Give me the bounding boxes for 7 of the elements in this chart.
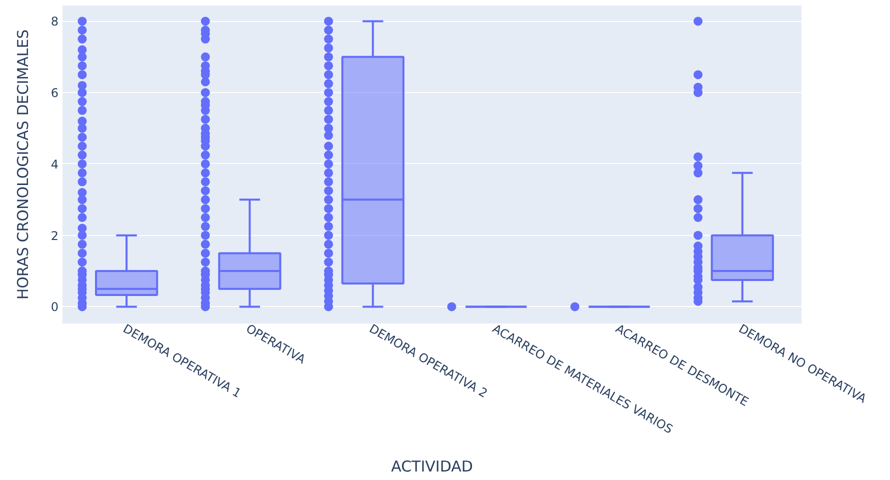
y-axis-title: HORAS CRONOLOGICAS DECIMALES xyxy=(14,29,32,300)
y-tick-label: 4 xyxy=(50,157,59,172)
y-tick-label: 2 xyxy=(50,228,59,243)
x-axis-title: ACTIVIDAD xyxy=(391,457,473,476)
y-tick-label: 8 xyxy=(50,14,59,29)
y-tick-label: 6 xyxy=(50,86,59,100)
y-tick-label: 0 xyxy=(50,300,59,314)
